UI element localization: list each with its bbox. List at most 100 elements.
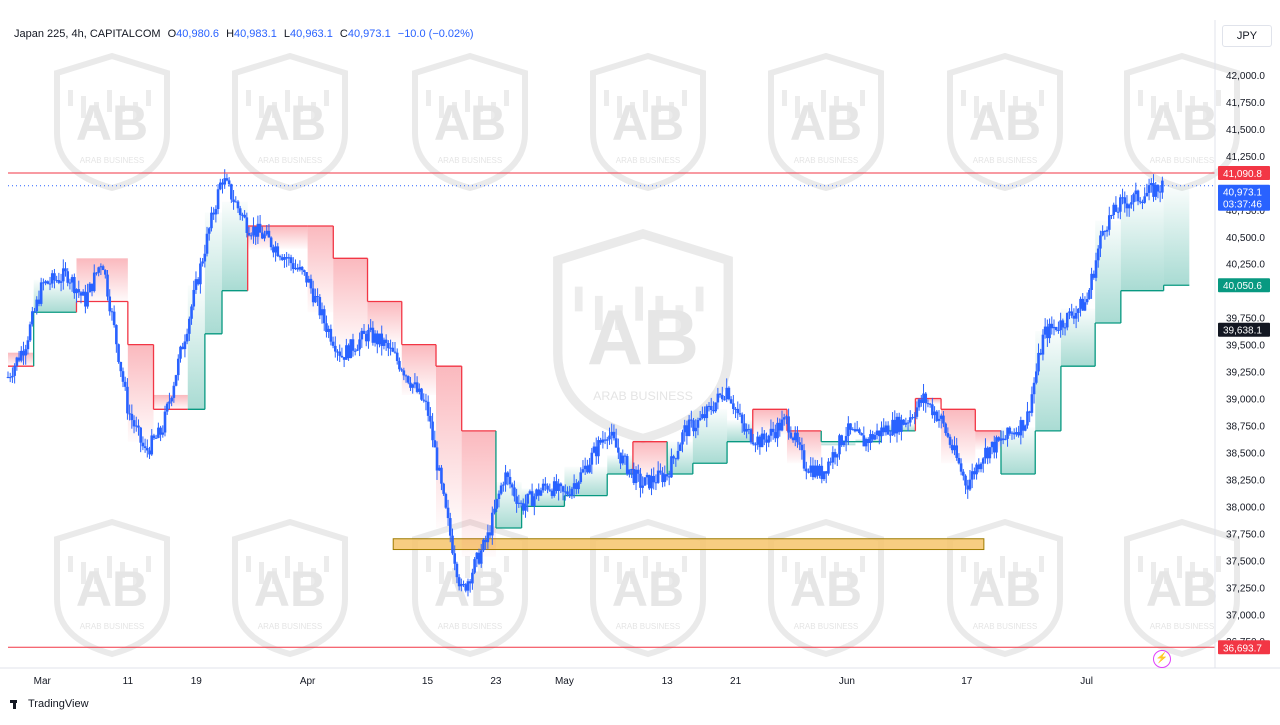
- candle-body: [159, 427, 162, 435]
- candle-body: [137, 425, 140, 428]
- time-tick-label: 21: [730, 676, 742, 687]
- price-tick-label: 40,750.0: [1226, 206, 1265, 217]
- candle-body: [973, 471, 976, 475]
- candle-body: [440, 467, 443, 484]
- candle-body: [475, 552, 479, 560]
- symbol-title[interactable]: Japan 225, 4h, CAPITALCOM: [14, 28, 161, 40]
- flash-icon[interactable]: ⚡: [1153, 650, 1171, 668]
- candle-body: [278, 256, 282, 258]
- candle-body: [1070, 311, 1073, 316]
- candle-body: [975, 464, 978, 475]
- price-label-box: [1218, 640, 1270, 655]
- candle-body: [203, 253, 207, 262]
- candle-body: [782, 417, 786, 420]
- candle-body: [833, 452, 837, 458]
- candle-body: [24, 349, 27, 356]
- candle-body: [977, 464, 981, 470]
- watermark-bar: [782, 556, 787, 572]
- candle-body: [959, 463, 963, 472]
- candle-body: [426, 401, 430, 416]
- watermark-logo: AB ARAB BUSINESS: [1124, 518, 1240, 658]
- candle-body: [466, 581, 470, 591]
- watermark-bar: [1138, 556, 1143, 572]
- candle-body: [517, 502, 521, 504]
- candle-body: [15, 357, 19, 366]
- candle-body: [283, 257, 286, 260]
- candle-body: [506, 472, 510, 477]
- watermark-bar: [1216, 90, 1221, 106]
- candle-body: [338, 351, 342, 356]
- candle-body: [307, 278, 311, 283]
- candle-body: [371, 327, 375, 343]
- watermark-bar: [133, 568, 138, 590]
- candle-body: [1147, 185, 1151, 193]
- candle-body: [915, 407, 919, 417]
- candle-body: [858, 429, 861, 433]
- candle-body: [539, 490, 543, 496]
- watermark-bar: [974, 562, 979, 584]
- candle-body: [280, 257, 284, 260]
- candle-body: [1081, 298, 1085, 311]
- watermark-bar: [1039, 556, 1044, 572]
- candle-body: [314, 296, 317, 303]
- support-zone: [392, 538, 985, 551]
- candle-body: [230, 184, 233, 200]
- watermark-bar: [961, 556, 966, 572]
- candle-body: [1077, 308, 1080, 313]
- candle-body: [692, 420, 695, 432]
- candle-body: [104, 270, 107, 275]
- candle-body: [880, 427, 883, 437]
- candle-body: [55, 280, 58, 282]
- candle-body: [448, 518, 452, 536]
- watermark-shield: [947, 518, 1063, 658]
- candle-body: [479, 550, 483, 564]
- candle-body: [265, 230, 269, 235]
- candle-body: [26, 340, 30, 350]
- trailing-stop-fill: [1035, 331, 1061, 431]
- candle-body: [1123, 197, 1127, 204]
- candle-body: [807, 471, 810, 473]
- candle-body: [349, 339, 353, 359]
- price-tick-label: 39,250.0: [1226, 368, 1265, 379]
- candle-body: [391, 347, 395, 352]
- candle-body: [659, 470, 662, 473]
- candle-body: [515, 496, 518, 504]
- candle-body: [188, 318, 191, 334]
- candle-body: [146, 447, 149, 451]
- candle-body: [630, 469, 633, 471]
- price-tick-label: 37,250.0: [1226, 583, 1265, 594]
- watermark-shield: [553, 229, 733, 444]
- candle-body: [603, 439, 607, 441]
- candle-body: [917, 399, 921, 408]
- candle-body: [303, 270, 306, 273]
- candle-body: [844, 436, 848, 442]
- candle-body: [420, 388, 423, 400]
- candle-body: [322, 309, 326, 324]
- watermark-shield: [412, 518, 528, 658]
- candle-body: [433, 440, 437, 448]
- watermark-logo: AB ARAB BUSINESS: [590, 518, 706, 658]
- watermark-letters: AB: [969, 95, 1041, 151]
- candle-body: [345, 345, 348, 360]
- candle-body: [150, 435, 154, 455]
- tradingview-logo[interactable]: TradingView: [10, 698, 89, 710]
- candle-body: [592, 446, 596, 453]
- candle-body: [913, 416, 916, 418]
- candle-body: [110, 311, 114, 313]
- candle-body: [1052, 326, 1056, 329]
- candle-body: [258, 223, 262, 233]
- candle-body: [504, 472, 507, 485]
- candle-body: [1149, 183, 1153, 186]
- candle-body: [1136, 190, 1140, 202]
- price-tick-label: 38,500.0: [1226, 448, 1265, 459]
- candle-body: [424, 400, 428, 402]
- watermark-bar: [94, 568, 99, 584]
- candle-body: [1035, 371, 1038, 383]
- price-label-text: 40,973.1: [1223, 188, 1262, 199]
- price-tick-label: 41,500.0: [1226, 125, 1265, 136]
- candle-body: [594, 446, 598, 457]
- close-label: C: [339, 28, 348, 40]
- candle-body: [1114, 204, 1118, 212]
- currency-button[interactable]: JPY: [1222, 25, 1272, 47]
